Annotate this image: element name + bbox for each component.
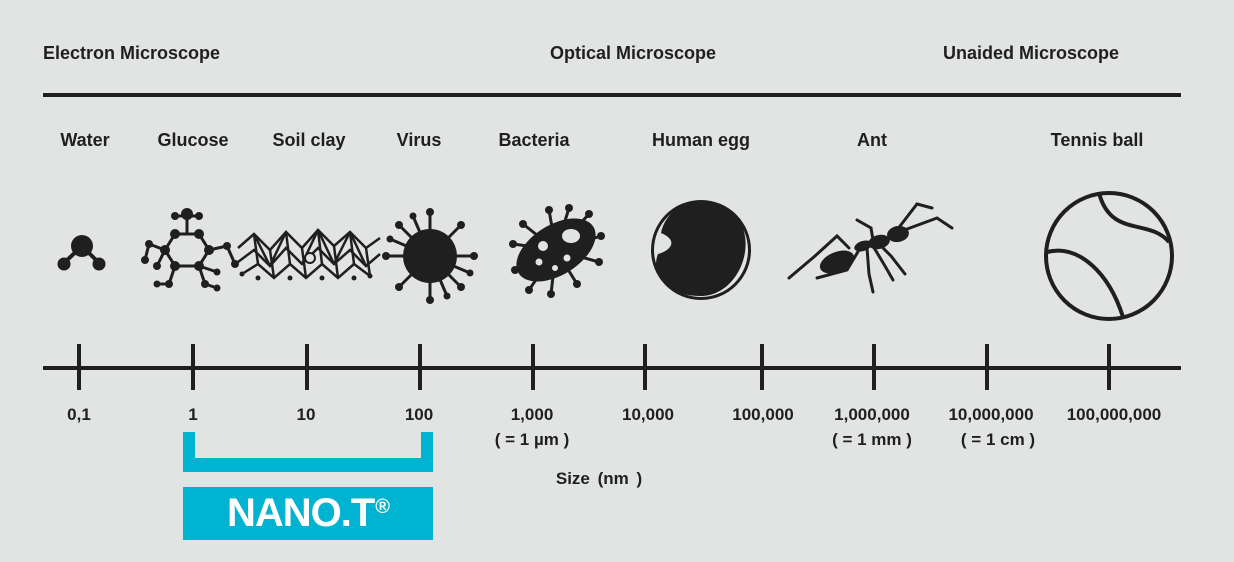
- tick-10: [305, 344, 309, 390]
- tick-1000: [531, 344, 535, 390]
- tick-label-1000000: 1,000,000: [834, 405, 910, 424]
- tick-label-10: 10: [296, 405, 316, 424]
- tick-label-10000: 10,000: [622, 405, 674, 424]
- unaided-microscope-header: Unaided Microscope: [943, 43, 1120, 63]
- glucose-molecule-icon: [141, 208, 239, 292]
- virus-icon: [382, 208, 478, 304]
- brand-name: NANO.T: [226, 491, 375, 535]
- tick-label-0-1: 0,1: [67, 405, 91, 424]
- water-molecule-icon: [57, 235, 106, 271]
- label-human-egg: Human egg: [651, 130, 751, 150]
- unit-equivalent-mm: ( = 1 mm ): [832, 430, 912, 449]
- unit-equivalent-cm: ( = 1 cm ): [960, 430, 1036, 449]
- tick-10000: [643, 344, 647, 390]
- tennis-ball-icon: [1044, 191, 1174, 321]
- label-glucose: Glucose: [157, 130, 229, 150]
- tick-label-1000: 1,000: [510, 405, 554, 424]
- registered-mark: ®: [375, 496, 390, 518]
- tick-0-1: [77, 344, 81, 390]
- unit-equivalent-um: ( = 1 µm ): [494, 430, 570, 449]
- label-tennis-ball: Tennis ball: [1050, 130, 1144, 150]
- tick-label-100: 100: [404, 405, 434, 424]
- size-axis-line: [43, 366, 1181, 370]
- label-bacteria: Bacteria: [498, 130, 570, 150]
- electron-microscope-header: Electron Microscope: [43, 43, 221, 63]
- header-rule: [43, 93, 1181, 97]
- bacteria-icon: [509, 204, 605, 298]
- optical-microscope-header: Optical Microscope: [550, 43, 717, 63]
- label-soil-clay: Soil clay: [272, 130, 346, 150]
- ant-icon: [787, 202, 954, 294]
- tick-100000000: [1107, 344, 1111, 390]
- tick-label-100000: 100,000: [732, 405, 794, 424]
- tick-label-100000000: 100,000,000: [1066, 405, 1162, 424]
- label-ant: Ant: [857, 130, 887, 150]
- label-virus: Virus: [396, 130, 442, 150]
- nano-range-bracket: [183, 432, 433, 472]
- axis-label-size: Size (nm ): [555, 469, 643, 488]
- soil-clay-lattice-icon: [237, 228, 381, 281]
- label-water: Water: [60, 130, 110, 150]
- tick-1000000: [872, 344, 876, 390]
- tick-10000000: [985, 344, 989, 390]
- human-egg-icon: [651, 200, 751, 300]
- tick-1: [191, 344, 195, 390]
- tick-100: [418, 344, 422, 390]
- tick-100000: [760, 344, 764, 390]
- tick-label-1: 1: [188, 405, 198, 424]
- nano-t-logo: NANO.T ®: [183, 487, 433, 540]
- tick-label-10000000: 10,000,000: [948, 405, 1034, 424]
